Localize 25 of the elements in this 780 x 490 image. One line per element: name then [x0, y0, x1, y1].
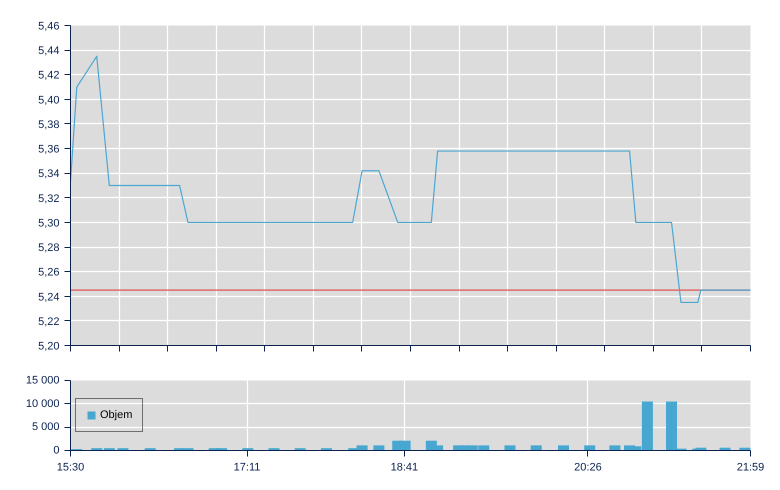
y-tick-label: 5,22	[38, 316, 60, 328]
x-tick-label: 15:30	[56, 462, 84, 474]
x-tick-label: 20:26	[574, 462, 602, 474]
x-tick-label: 18:41	[390, 462, 418, 474]
y-tick-label: 5,42	[38, 70, 60, 82]
y-tick-label: 5,38	[38, 118, 60, 131]
line-series	[70, 56, 750, 304]
y-tick-label: 5,40	[38, 94, 60, 106]
y-tick-label: 5,44	[38, 45, 60, 58]
y-tick-label: 5,34	[38, 168, 60, 180]
y-tick-label: 10 000	[26, 398, 60, 410]
y-tick-label: 5,26	[38, 266, 60, 279]
legend-label: Objem	[100, 409, 132, 421]
x-tick-label: 21:59	[736, 462, 764, 474]
y-tick-label: 5,46	[38, 20, 60, 32]
y-tick-label: 5,20	[38, 340, 60, 352]
y-tick-label: 15 000	[26, 374, 60, 386]
y-tick-label: 5,30	[38, 217, 60, 230]
y-tick-label: 0	[53, 444, 60, 456]
y-tick-label: 5 000	[32, 421, 60, 434]
y-tick-label: 5,24	[38, 291, 60, 304]
y-tick-label: 5,28	[38, 242, 60, 254]
y-tick-label: 5,36	[38, 144, 60, 156]
x-tick-label: 17:11	[234, 462, 260, 474]
y-tick-label: 5,32	[38, 192, 60, 205]
